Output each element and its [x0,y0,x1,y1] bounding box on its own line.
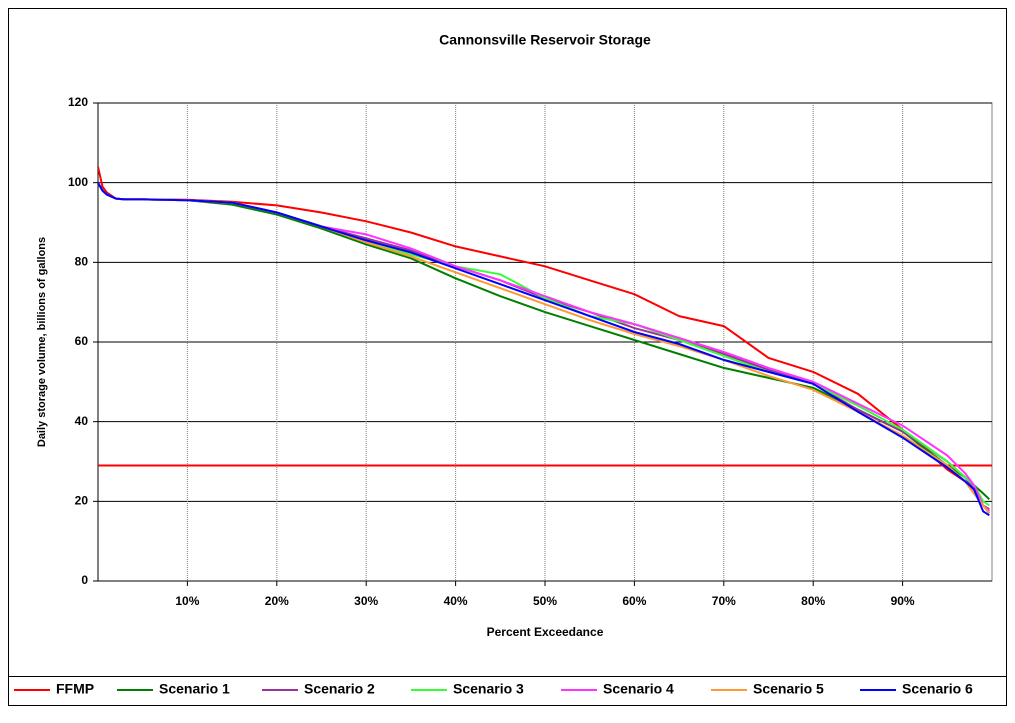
x-tick-label: 50% [533,594,557,608]
x-tick-label: 60% [622,594,646,608]
x-tick-label: 70% [712,594,736,608]
legend-box [8,676,1007,706]
x-tick-label: 80% [801,594,825,608]
y-tick-label: 20 [75,494,89,508]
chart-title: Cannonsville Reservoir Storage [439,32,651,48]
legend-label: Scenario 2 [304,681,375,697]
legend-label: Scenario 6 [902,681,973,697]
y-tick-label: 40 [75,414,89,428]
legend-label: Scenario 1 [159,681,230,697]
y-tick-label: 60 [75,334,89,348]
legend-label: Scenario 5 [753,681,824,697]
x-tick-label: 90% [891,594,915,608]
x-tick-label: 30% [354,594,378,608]
y-tick-label: 120 [68,95,88,109]
x-axis-label: Percent Exceedance [487,625,604,639]
legend-label: FFMP [56,681,94,697]
legend-label: Scenario 4 [603,681,674,697]
x-tick-label: 10% [175,594,199,608]
y-tick-label: 80 [75,255,89,269]
y-tick-label: 100 [68,175,88,189]
series-line [98,182,990,517]
y-tick-label: 0 [81,573,88,587]
y-axis-label: Daily storage volume, billions of gallon… [36,237,48,447]
legend-label: Scenario 3 [453,681,524,697]
x-tick-label: 40% [444,594,468,608]
x-tick-label: 20% [265,594,289,608]
